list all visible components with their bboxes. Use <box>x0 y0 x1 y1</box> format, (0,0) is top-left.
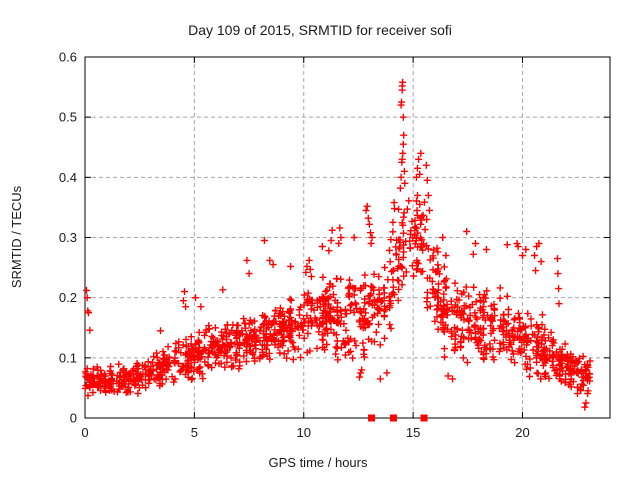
y-tick-labels: 0 0.1 0.2 0.3 0.4 0.5 0.6 <box>59 50 77 426</box>
y-tick-label: 0.6 <box>59 50 77 65</box>
x-tick-label: 0 <box>81 425 88 440</box>
axis-marker-square <box>389 414 397 422</box>
axis-marker-square <box>420 414 428 422</box>
x-tick-label: 5 <box>191 425 198 440</box>
y-tick-label: 0.2 <box>59 290 77 305</box>
x-tick-label: 15 <box>406 425 420 440</box>
axis-marker-squares <box>368 414 428 422</box>
y-tick-label: 0.3 <box>59 230 77 245</box>
y-tick-label: 0.1 <box>59 350 77 365</box>
axis-marker-square <box>368 414 376 422</box>
x-tick-label: 10 <box>297 425 311 440</box>
x-axis-label: GPS time / hours <box>269 455 368 470</box>
data-points <box>81 78 594 411</box>
axis-ticks <box>84 56 610 419</box>
grid-lines <box>85 57 610 418</box>
y-tick-label: 0 <box>70 411 77 426</box>
y-tick-label: 0.5 <box>59 110 77 125</box>
x-tick-labels: 0 5 10 15 20 <box>81 425 529 440</box>
y-tick-label: 0.4 <box>59 170 77 185</box>
y-axis-label: SRMTID / TECUs <box>9 185 24 288</box>
chart-title: Day 109 of 2015, SRMTID for receiver sof… <box>188 22 452 38</box>
x-tick-label: 20 <box>515 425 529 440</box>
